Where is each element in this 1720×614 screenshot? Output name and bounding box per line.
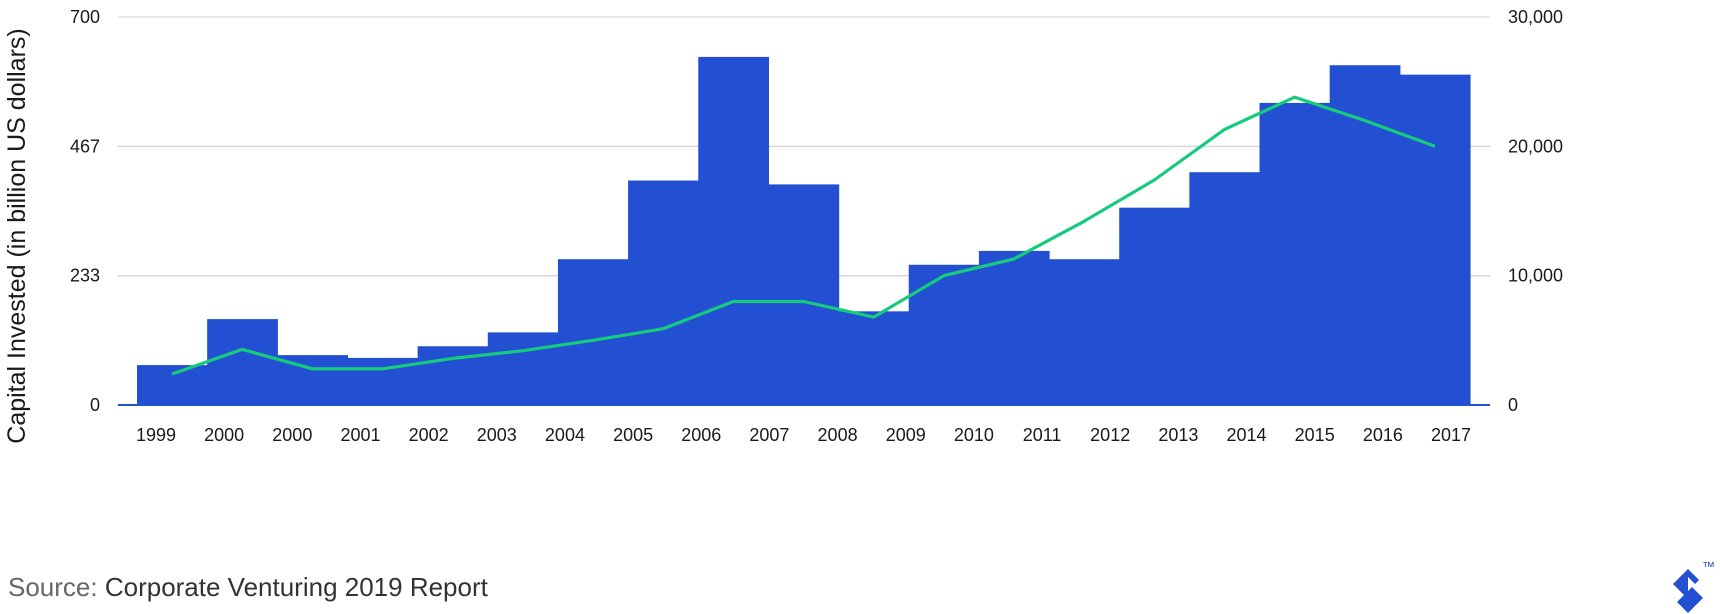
tick-labels: 0 233 467 700 0 10,000 20,000 30,000 1999 2000 200… bbox=[70, 7, 1563, 445]
bar bbox=[1049, 259, 1120, 405]
x-tick-label: 2004 bbox=[545, 425, 585, 445]
x-tick-label: 2008 bbox=[818, 425, 858, 445]
bar bbox=[838, 311, 910, 405]
bar bbox=[1189, 172, 1261, 405]
y-axis-label: Capital Invested (in billion US dollars) bbox=[3, 28, 31, 443]
x-tick-label: 2000 bbox=[204, 425, 244, 445]
line-series bbox=[171, 95, 1436, 376]
bar bbox=[487, 332, 559, 405]
x-tick-label: 1999 bbox=[136, 425, 176, 445]
x-tick-label: 2014 bbox=[1227, 425, 1267, 445]
y-tick-label: 700 bbox=[70, 7, 100, 27]
trademark-symbol: ™ bbox=[1702, 559, 1715, 574]
bar bbox=[768, 184, 840, 405]
source-note: Source: Corporate Venturing 2019 Report bbox=[8, 572, 488, 603]
bar bbox=[978, 250, 1050, 405]
x-tick-label: 2017 bbox=[1431, 425, 1471, 445]
x-tick-label: 2005 bbox=[613, 425, 653, 445]
bar bbox=[1259, 102, 1331, 406]
bar bbox=[137, 365, 208, 405]
source-text: Corporate Venturing 2019 Report bbox=[97, 572, 488, 602]
x-tick-label: 2009 bbox=[886, 425, 926, 445]
x-tick-label: 2016 bbox=[1363, 425, 1403, 445]
x-tick-label: 2013 bbox=[1158, 425, 1198, 445]
x-tick-label: 2002 bbox=[409, 425, 449, 445]
line-path bbox=[171, 95, 1436, 376]
x-tick-label: 2000 bbox=[272, 425, 312, 445]
bar bbox=[908, 264, 980, 405]
x-tick-label: 2011 bbox=[1023, 425, 1062, 445]
toptal-logo-icon: ™ bbox=[1673, 559, 1715, 613]
bar bbox=[207, 319, 278, 405]
y-tick-label: 233 bbox=[70, 266, 100, 286]
x-tick-label: 2012 bbox=[1090, 425, 1130, 445]
y-tick-label: 0 bbox=[90, 395, 100, 415]
bar bbox=[1119, 207, 1190, 405]
bar bbox=[1329, 65, 1401, 406]
bar bbox=[628, 180, 699, 405]
bar-series bbox=[137, 56, 1471, 406]
bar bbox=[1399, 74, 1471, 405]
bar bbox=[698, 56, 770, 406]
y2-tick-label: 10,000 bbox=[1508, 266, 1563, 286]
x-tick-label: 2010 bbox=[954, 425, 994, 445]
y2-tick-label: 0 bbox=[1508, 395, 1518, 415]
y-tick-label: 467 bbox=[70, 136, 100, 156]
x-tick-label: 2003 bbox=[477, 425, 517, 445]
y2-tick-label: 30,000 bbox=[1508, 7, 1563, 27]
y2-tick-label: 20,000 bbox=[1508, 136, 1563, 156]
x-tick-label: 2015 bbox=[1295, 425, 1335, 445]
x-tick-label: 2001 bbox=[340, 425, 380, 445]
bar bbox=[557, 259, 629, 405]
x-tick-label: 2006 bbox=[681, 425, 721, 445]
x-tick-label: 2007 bbox=[749, 425, 789, 445]
source-label: Source: bbox=[8, 572, 98, 602]
